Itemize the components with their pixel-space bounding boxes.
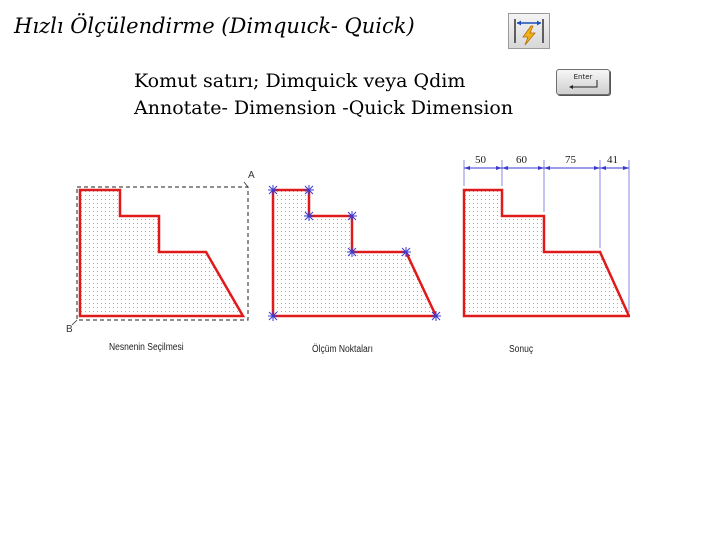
figure-drawing [71,160,630,326]
dimension-value: 50 [475,154,486,166]
caption-points: Ölçüm Noktaları [312,344,373,355]
measurement-point-marker [347,211,357,221]
quick-dimension-icon [508,13,550,49]
dimension-value: 60 [516,154,527,166]
dimension-value: 41 [607,154,618,166]
command-line-text: Komut satırı; Dimquick veya Qdim [134,70,466,92]
enter-key-icon: Enter [556,69,610,95]
point-label-a: A [248,170,255,181]
measurement-point-marker [304,211,314,221]
quick-dimension-figure: A B 50 60 75 41 Nesnenin Seçilmesi Ölçüm… [64,142,630,362]
dimension-value: 75 [565,154,576,166]
measurement-point-marker [401,247,411,257]
page-title: Hızlı Ölçülendirme (Dimquıck- Quick) [14,14,415,38]
measurement-point-marker [347,247,357,257]
panel-selection [71,181,249,326]
menu-path-text: Annotate- Dimension -Quick Dimension [134,97,514,119]
measurement-point-marker [268,311,278,321]
measurement-point-marker [268,185,278,195]
measurement-point-marker [304,185,314,195]
caption-result: Sonuç [509,344,534,355]
panel-points [268,185,441,321]
point-label-b: B [66,324,73,335]
enter-key-label: Enter [573,73,593,81]
object-outline-3 [462,188,630,318]
object-outline [78,188,246,318]
selection-window [76,186,249,321]
caption-selection: Nesnenin Seçilmesi [109,342,184,353]
panel-result [462,160,630,318]
measurement-point-marker [431,311,441,321]
